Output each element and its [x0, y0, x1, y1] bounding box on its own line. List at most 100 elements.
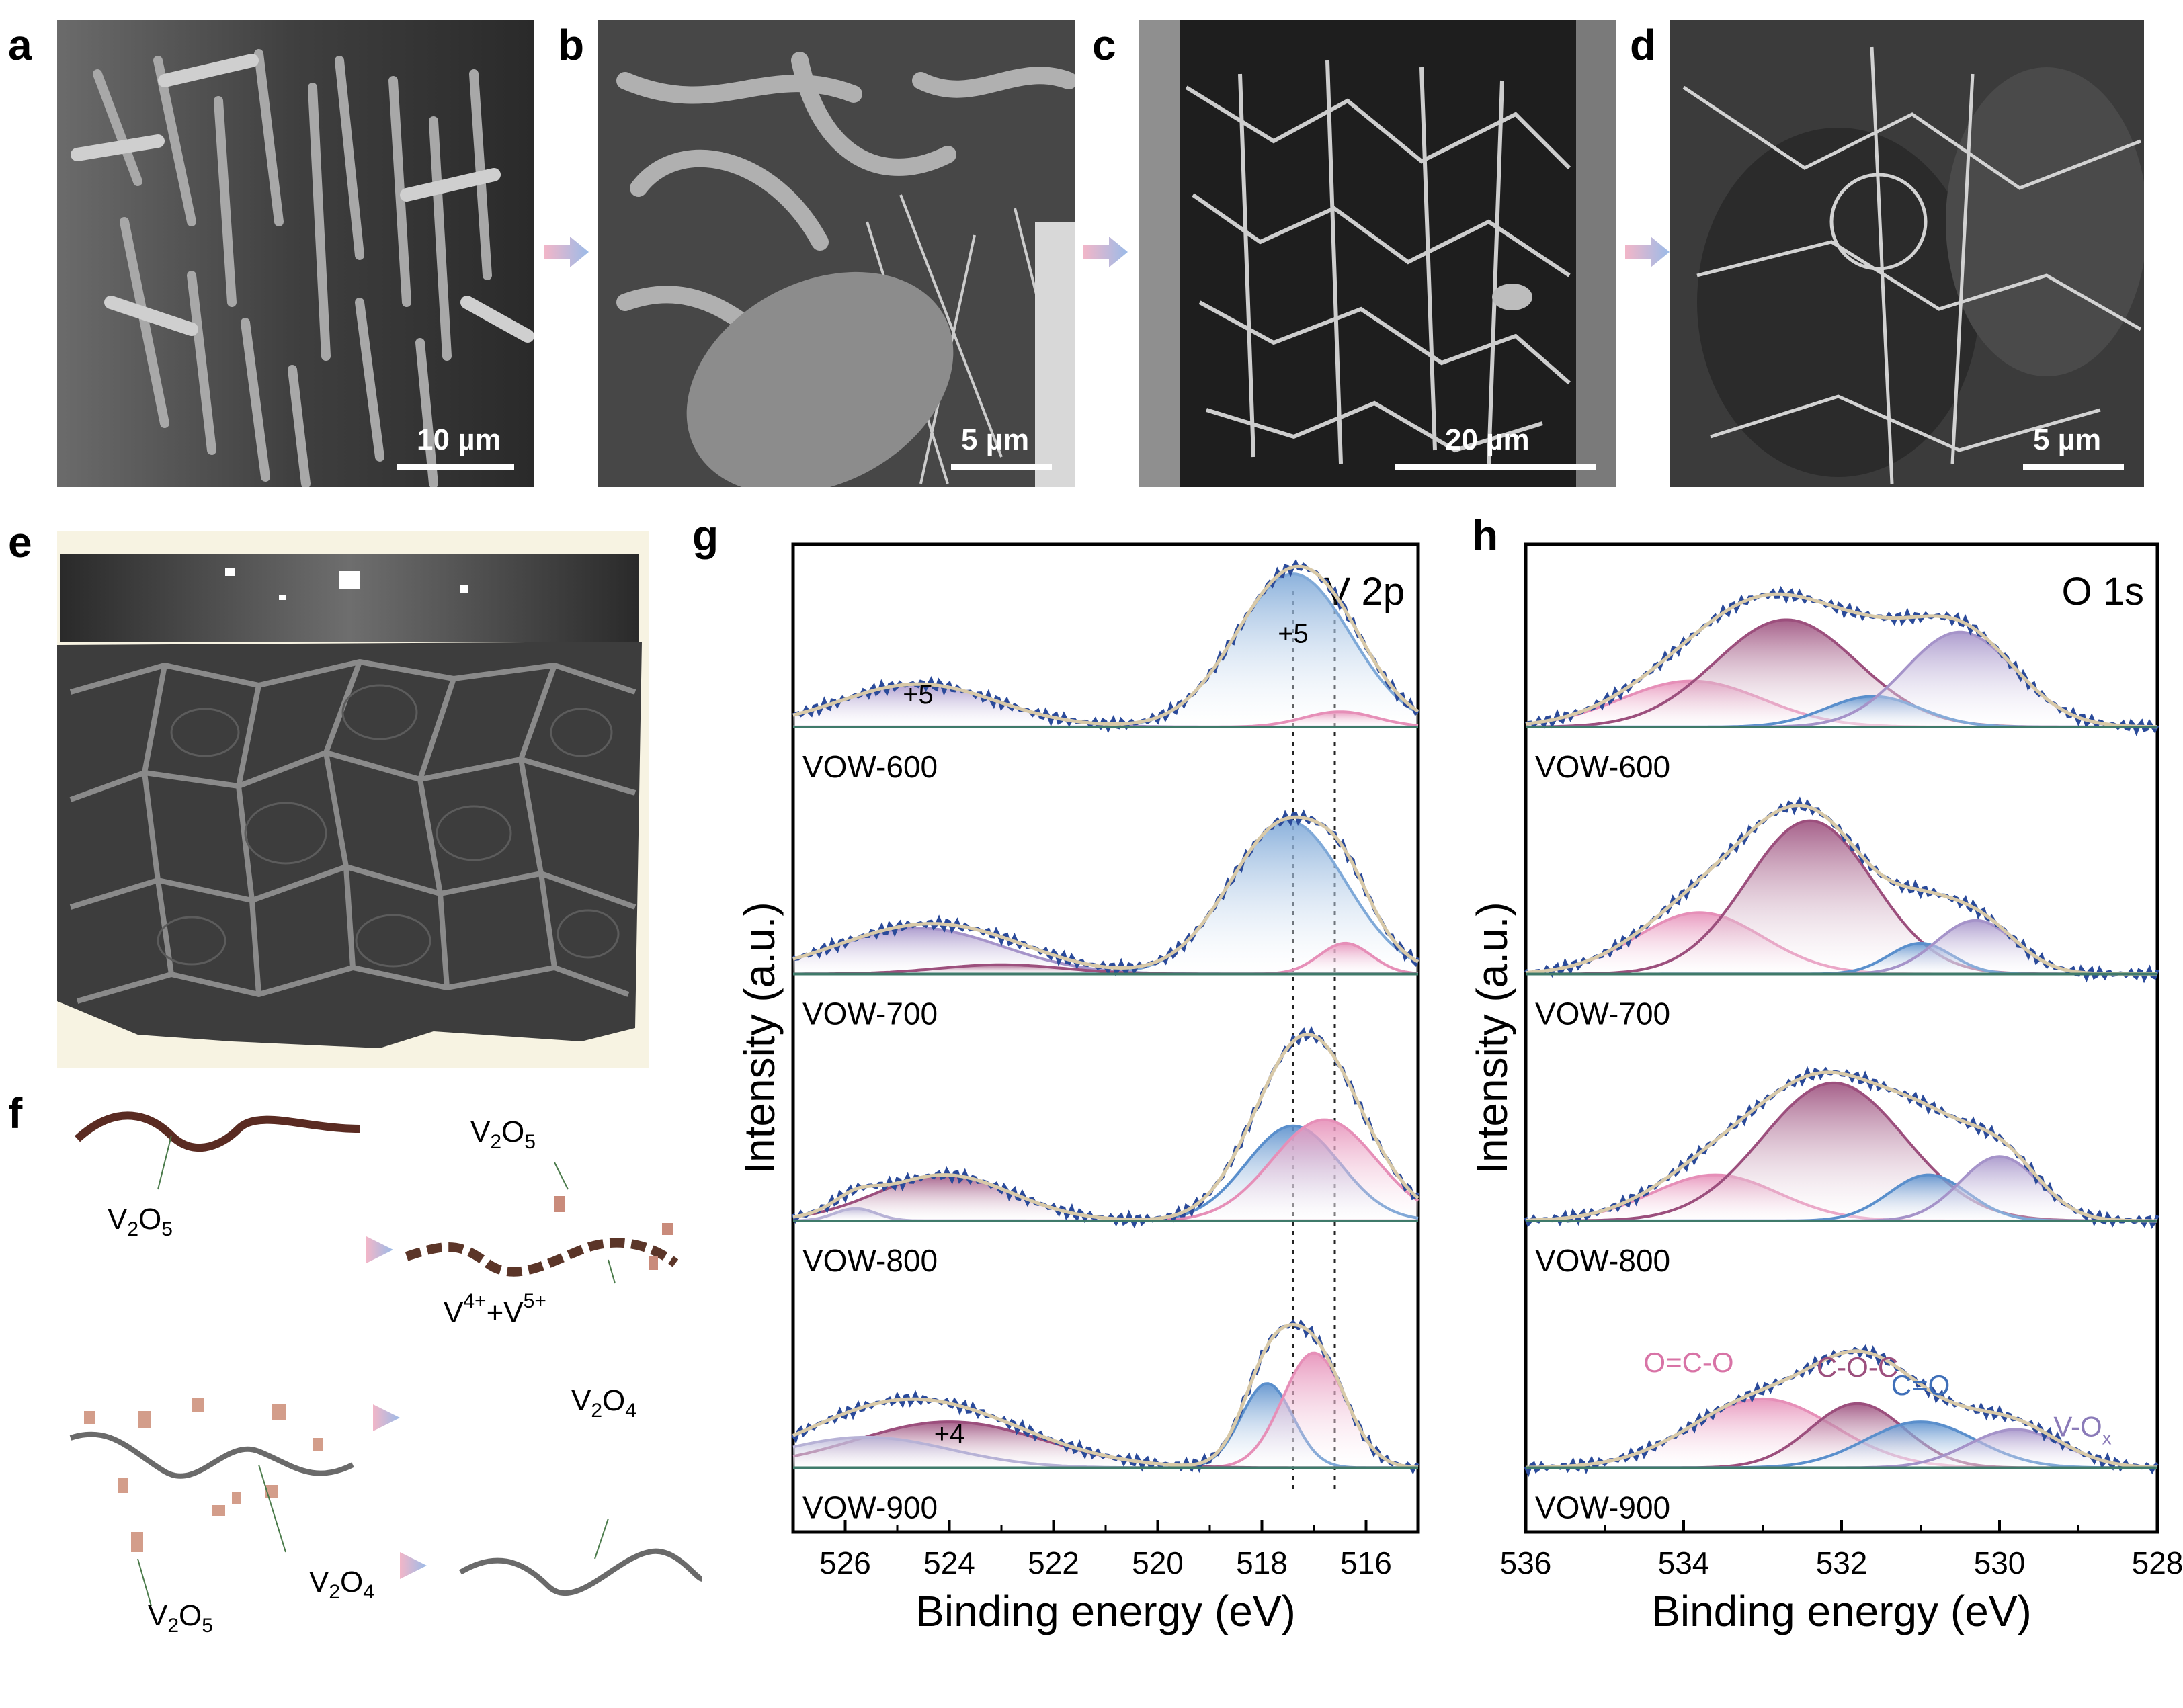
scale-bar-d: [2023, 464, 2124, 470]
fit-component: [793, 964, 1418, 974]
spectrum-VOW-800: VOW-800: [1524, 1066, 2159, 1278]
scale-bar-b: [951, 464, 1052, 470]
panel-label-d: d: [1630, 21, 1657, 69]
spectrum-VOW-900: VOW-900 +4: [791, 1319, 1419, 1525]
fit-component: [793, 1175, 1418, 1221]
fit-component: [793, 574, 1418, 727]
fit-component: [1526, 1082, 2157, 1221]
fit-component: [1526, 920, 2157, 974]
scale-label-a: 10 µm: [417, 423, 501, 456]
spectrum-VOW-700: VOW-700: [1524, 796, 2159, 1031]
fit-component: [1526, 696, 2157, 727]
fiber-partial: [69, 1431, 354, 1479]
fit-component: [1526, 820, 2157, 974]
panel-label-e: e: [8, 518, 32, 566]
series-label: VOW-700: [802, 996, 938, 1031]
fit-component: [793, 1437, 1418, 1468]
fit-component: [1526, 1403, 2157, 1468]
series-label: VOW-700: [1535, 996, 1670, 1031]
component-label: O=C-O: [1643, 1347, 1733, 1378]
label-v2o5-3: V2O5: [148, 1599, 213, 1637]
x-tick-label: 530: [1974, 1545, 2026, 1580]
series-label: VOW-900: [1535, 1490, 1670, 1525]
x-tick-label: 534: [1658, 1545, 1710, 1580]
fit-envelope: [1525, 1349, 2158, 1469]
fit-envelope: [792, 564, 1419, 726]
x-tick-label: 516: [1340, 1545, 1392, 1580]
scale-bar-c: [1395, 464, 1596, 470]
transition-arrow-cd: [1625, 235, 1672, 269]
x-tick-label: 518: [1236, 1545, 1288, 1580]
xps-chart-o1s: 536 534 532 530 528 Binding energy (eV) Intens…: [1468, 542, 2183, 1635]
sem-texture-c: [1139, 20, 1616, 487]
fiber-v2o5: [74, 1111, 360, 1152]
sem-image-b: 5 µm: [598, 20, 1075, 487]
fit-component: [793, 820, 1418, 974]
fit-envelope: [1525, 804, 2157, 976]
transition-arrow-ab: [544, 235, 591, 269]
x-tick-label: 526: [819, 1545, 871, 1580]
series-label: VOW-600: [1535, 749, 1670, 784]
step-arrow-2: [373, 1404, 400, 1431]
panel-label-h: h: [1472, 511, 1499, 560]
fit-envelope: [1525, 1070, 2157, 1223]
spectrum-title: V 2p: [1325, 570, 1405, 613]
x-tick-label: 522: [1028, 1545, 1079, 1580]
component-label: C-O-C: [1817, 1351, 1898, 1383]
fit-component: [793, 684, 1418, 727]
sem-image-a: 10 µm: [57, 20, 534, 487]
label-v2o4-1: V2O4: [571, 1384, 636, 1422]
label-mixed-valence: V4++V5+: [444, 1290, 546, 1329]
fit-component: [1526, 1429, 2157, 1468]
fit-envelope: [1525, 592, 2157, 729]
transition-arrow-bc: [1083, 235, 1130, 269]
render-3d-e: [57, 531, 649, 1068]
fit-component: [793, 1119, 1418, 1221]
scale-label-c: 20 µm: [1445, 423, 1530, 456]
panel-label-f: f: [8, 1089, 23, 1138]
x-tick-label: 536: [1500, 1545, 1552, 1580]
oxidation-state-label: +5: [1278, 620, 1309, 649]
sem-texture-d: [1670, 20, 2144, 487]
series-label: VOW-900: [802, 1490, 938, 1525]
step-arrow-1: [366, 1236, 393, 1263]
x-tick-label: 528: [2132, 1545, 2183, 1580]
x-tick-label: 524: [923, 1545, 975, 1580]
fit-envelope: [792, 815, 1419, 970]
sem-texture-b: [598, 20, 1075, 487]
x-tick-label: 532: [1816, 1545, 1868, 1580]
component-label-subscript: x: [2102, 1427, 2112, 1448]
xps-chart-v2p: 526 524 522 520 518 516 Binding energy (eV) Int…: [735, 542, 1420, 1635]
spectrum-VOW-600: VOW-600: [1524, 585, 2159, 784]
fit-component: [1526, 632, 2157, 727]
fit-component: [793, 928, 1418, 974]
render-3d-network: [57, 554, 642, 1048]
oxidation-state-label: +5: [903, 680, 934, 710]
scale-bar-a: [397, 464, 514, 470]
fiber-v2o4: [458, 1548, 704, 1596]
y-axis-label: Intensity (a.u.): [1468, 902, 1516, 1175]
fit-envelope: [792, 1322, 1419, 1469]
series-label: VOW-800: [1535, 1243, 1670, 1278]
x-axis-label: Binding energy (eV): [1651, 1587, 2032, 1635]
y-axis-label: Intensity (a.u.): [735, 902, 784, 1175]
oxidation-state-label: +4: [934, 1419, 965, 1449]
panel-label-g: g: [692, 511, 719, 560]
sem-texture-a: [57, 20, 534, 487]
fit-component: [1526, 1156, 2157, 1221]
scale-label-d: 5 µm: [2033, 423, 2102, 456]
spectrum-VOW-900: VOW-900: [1524, 1344, 2159, 1525]
fiber-mixed: [405, 1238, 679, 1277]
sem-image-c: 20 µm: [1139, 20, 1616, 487]
x-axis-label: Binding energy (eV): [915, 1587, 1296, 1635]
label-v2o4-2: V2O4: [309, 1566, 374, 1603]
sem-image-d: 5 µm: [1670, 20, 2144, 487]
x-tick-label: 520: [1132, 1545, 1184, 1580]
series-label: VOW-800: [802, 1243, 938, 1278]
spectrum-VOW-800: VOW-800: [791, 1025, 1420, 1278]
fit-component: [1526, 620, 2157, 727]
scale-label-b: 5 µm: [961, 423, 1030, 456]
series-label: VOW-600: [802, 749, 938, 784]
label-v2o5-1: V2O5: [108, 1203, 173, 1240]
spectrum-VOW-700: VOW-700: [792, 809, 1420, 1031]
